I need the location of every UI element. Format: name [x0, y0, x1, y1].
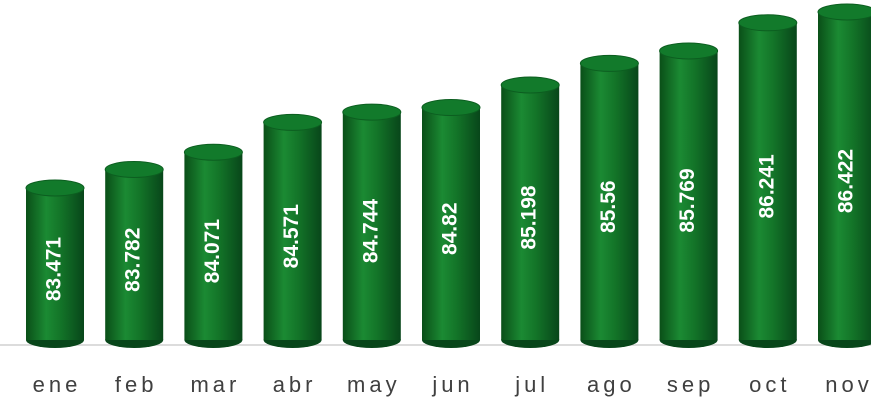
bar: [183, 143, 243, 348]
x-tick-label: jun: [431, 372, 473, 397]
bar-top: [104, 160, 164, 178]
value-label: 83.782: [122, 228, 145, 292]
value-label: 84.071: [201, 219, 224, 284]
x-tick-label: mar: [190, 372, 240, 397]
bar: [263, 113, 323, 348]
value-label: 86.241: [755, 154, 778, 219]
bar-top: [25, 179, 85, 197]
bar-top: [659, 42, 719, 60]
bar-body: [26, 188, 84, 340]
bar: [25, 179, 85, 348]
value-label: 85.198: [518, 185, 541, 250]
bar: [579, 54, 639, 348]
bar-body: [105, 169, 164, 340]
value-label: 84.744: [359, 199, 382, 264]
value-label: 85.56: [597, 180, 620, 233]
bar: [500, 76, 560, 348]
value-label: 85.769: [676, 168, 699, 232]
bar-top: [500, 76, 560, 94]
bar: [421, 99, 481, 348]
bar: [659, 42, 719, 348]
bar-body: [342, 112, 401, 340]
bar-body: [501, 85, 560, 340]
value-label: 84.571: [280, 204, 303, 269]
bar-body: [659, 50, 718, 341]
bar-top: [421, 99, 481, 117]
bar-body: [263, 122, 322, 341]
bar-top: [183, 143, 243, 161]
bar-top: [263, 113, 323, 131]
value-label: 86.422: [835, 149, 858, 213]
bar-top: [817, 3, 871, 21]
bar-body: [580, 63, 639, 340]
bar-top: [738, 14, 798, 32]
x-tick-label: feb: [115, 372, 158, 397]
value-label: 84.82: [439, 202, 462, 255]
x-tick-label: nov: [825, 372, 871, 397]
x-tick-label: ene: [33, 372, 82, 397]
bar: [342, 103, 402, 348]
x-tick-label: abr: [273, 372, 317, 397]
x-tick-label: ago: [587, 372, 636, 397]
bar: [104, 160, 164, 348]
x-tick-label: may: [347, 372, 401, 397]
bar-body: [818, 12, 871, 340]
x-tick-label: oct: [749, 372, 790, 397]
bar-top: [579, 54, 639, 72]
bar: [817, 3, 871, 348]
bar-top: [342, 103, 402, 121]
x-tick-label: jul: [514, 372, 549, 397]
bar: [738, 14, 798, 348]
bar-body: [738, 22, 797, 341]
bar-body: [184, 152, 243, 340]
bar-body: [422, 107, 480, 341]
x-tick-label: sep: [667, 372, 714, 397]
value-label: 83.471: [43, 237, 66, 302]
